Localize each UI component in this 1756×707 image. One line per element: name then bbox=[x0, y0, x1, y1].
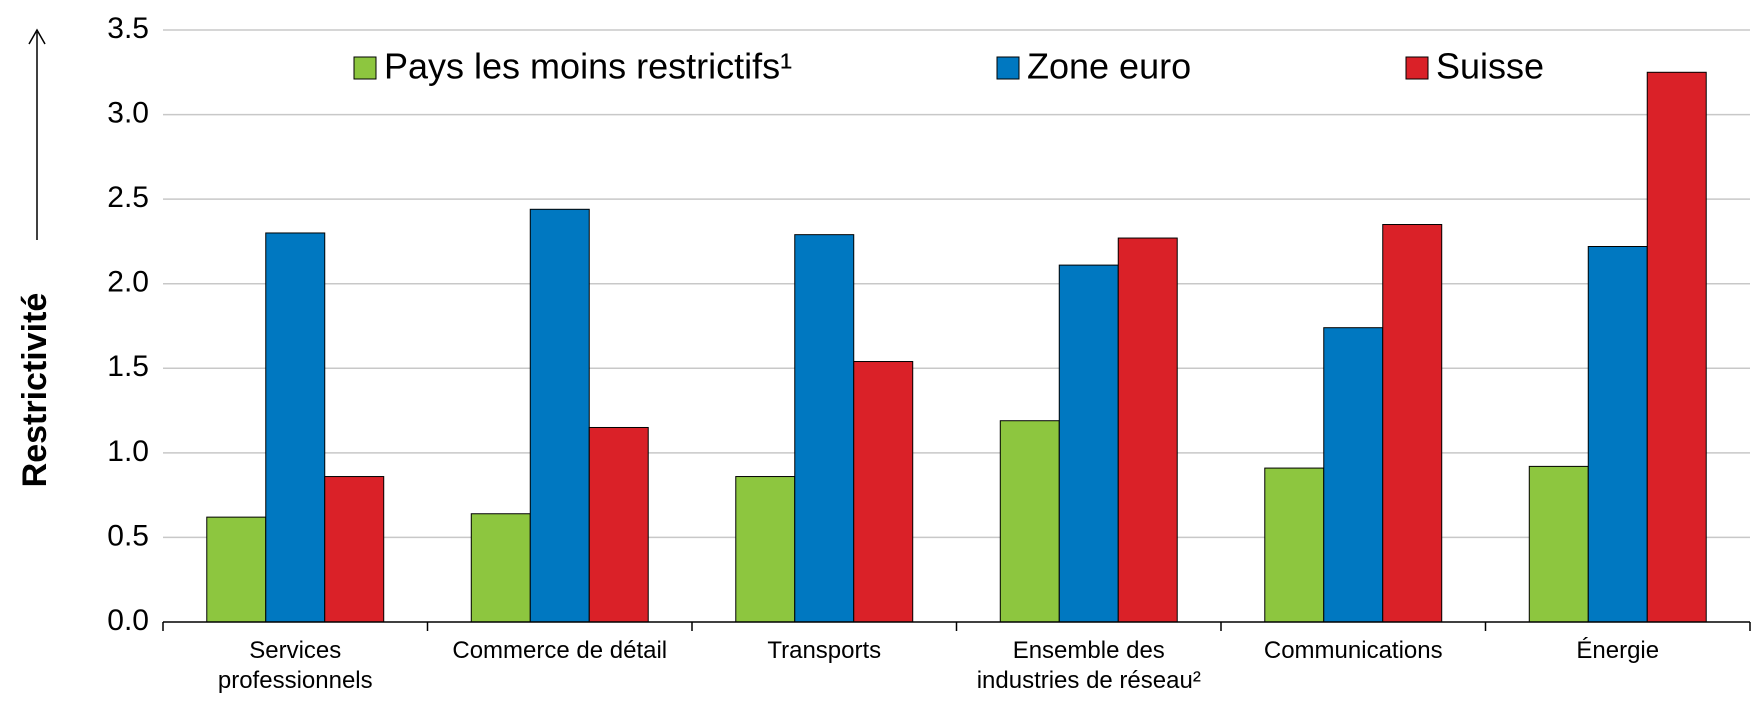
y-tick-label: 2.0 bbox=[107, 266, 149, 299]
legend-label: Pays les moins restrictifs¹ bbox=[384, 46, 792, 87]
bar bbox=[1117, 237, 1178, 623]
bar bbox=[588, 426, 649, 623]
x-tick-label: Énergie bbox=[1576, 637, 1660, 664]
x-tick-label: Commerce de détail bbox=[452, 637, 668, 664]
bar bbox=[265, 232, 326, 623]
x-tick-label: Communications bbox=[1263, 637, 1443, 664]
x-tick-label: Ensemble des industries de réseau² bbox=[976, 637, 1201, 694]
legend-swatch bbox=[353, 56, 377, 80]
legend-label: Suisse bbox=[1436, 46, 1544, 87]
bar bbox=[794, 234, 855, 623]
bar bbox=[853, 361, 914, 623]
legend-label: Zone euro bbox=[1027, 46, 1191, 87]
y-tick-label: 0.5 bbox=[107, 519, 149, 552]
axis-arrow-head bbox=[28, 28, 46, 45]
y-tick-label: 1.5 bbox=[107, 350, 149, 383]
y-tick-label: 2.5 bbox=[107, 181, 149, 214]
bar bbox=[529, 208, 590, 623]
bar bbox=[470, 513, 531, 623]
bar bbox=[999, 420, 1060, 623]
x-tick-label: Services professionnels bbox=[217, 637, 373, 694]
legend-swatch bbox=[1405, 56, 1429, 80]
bar bbox=[1264, 467, 1325, 623]
y-tick-label: 3.0 bbox=[107, 96, 149, 129]
bar bbox=[1646, 71, 1707, 623]
bar bbox=[1382, 224, 1443, 623]
bar bbox=[324, 476, 385, 623]
y-tick-label: 1.0 bbox=[107, 435, 149, 468]
bar bbox=[1323, 327, 1384, 623]
bar bbox=[1058, 264, 1119, 623]
bar bbox=[735, 476, 796, 623]
bar bbox=[1587, 246, 1648, 623]
x-tick-label: Transports bbox=[767, 637, 882, 664]
legend-swatch bbox=[996, 56, 1020, 80]
y-axis-label: Restrictivité bbox=[16, 293, 54, 488]
bar bbox=[206, 516, 267, 623]
y-tick-label: 0.0 bbox=[107, 604, 149, 637]
y-tick-label: 3.5 bbox=[107, 12, 149, 45]
bar bbox=[1528, 465, 1589, 623]
